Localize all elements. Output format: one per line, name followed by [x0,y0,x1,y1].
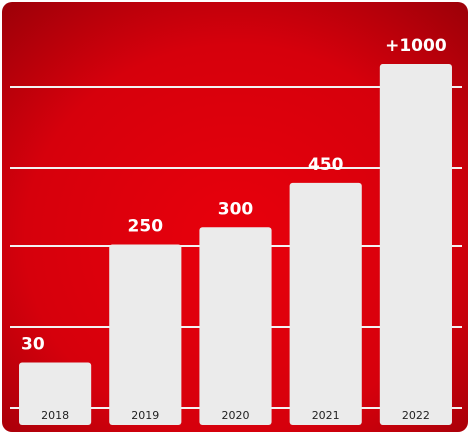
x-tick-label: 2020 [222,409,250,422]
value-label: 250 [128,217,164,237]
bar [19,362,92,425]
x-tick-label: 2021 [312,409,340,422]
value-label: 450 [308,155,344,175]
bar [289,182,362,425]
x-tick-label: 2022 [402,409,430,422]
value-label: +1000 [385,36,447,56]
x-tick-label: 2018 [41,409,69,422]
x-tick-label: 2019 [131,409,159,422]
value-label: 30 [21,334,45,354]
value-label: 300 [218,199,254,219]
bar [379,64,452,425]
bar [109,244,182,425]
bar [199,227,272,425]
